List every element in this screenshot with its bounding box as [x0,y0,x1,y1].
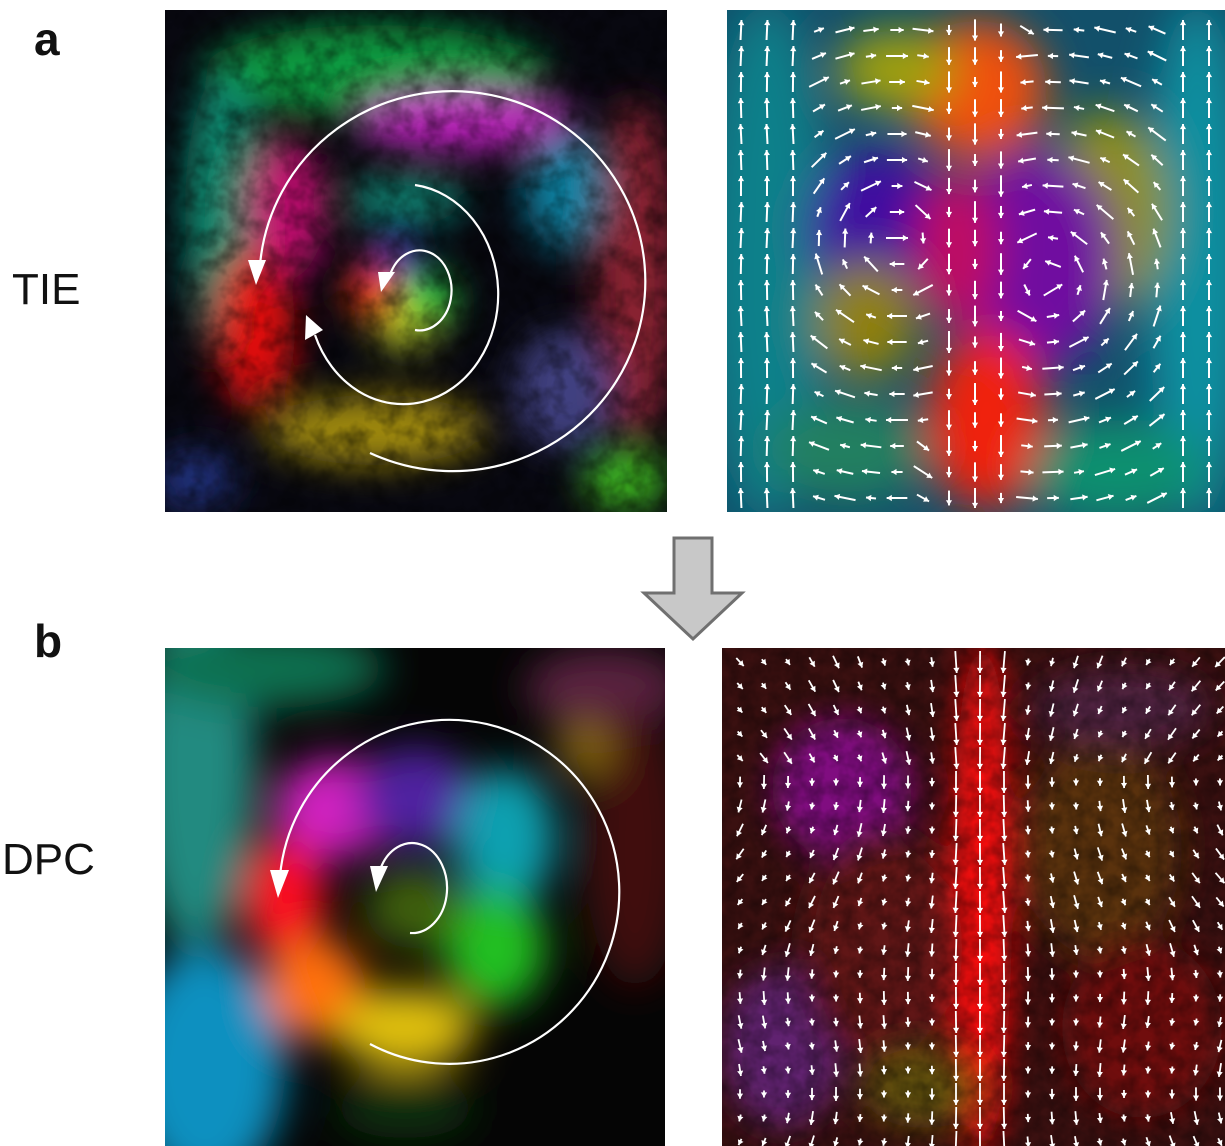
tie-vector-field-image [727,10,1225,512]
tie-phase-map-image [165,10,667,512]
dpc-vector-field-image [722,648,1225,1146]
row-label-dpc: DPC [2,838,95,882]
down-arrow-icon [640,535,746,643]
dpc-phase-map-image [165,648,665,1146]
panel-label-b: b [34,618,62,664]
row-label-tie: TIE [12,268,80,312]
panel-label-a: a [34,16,60,62]
